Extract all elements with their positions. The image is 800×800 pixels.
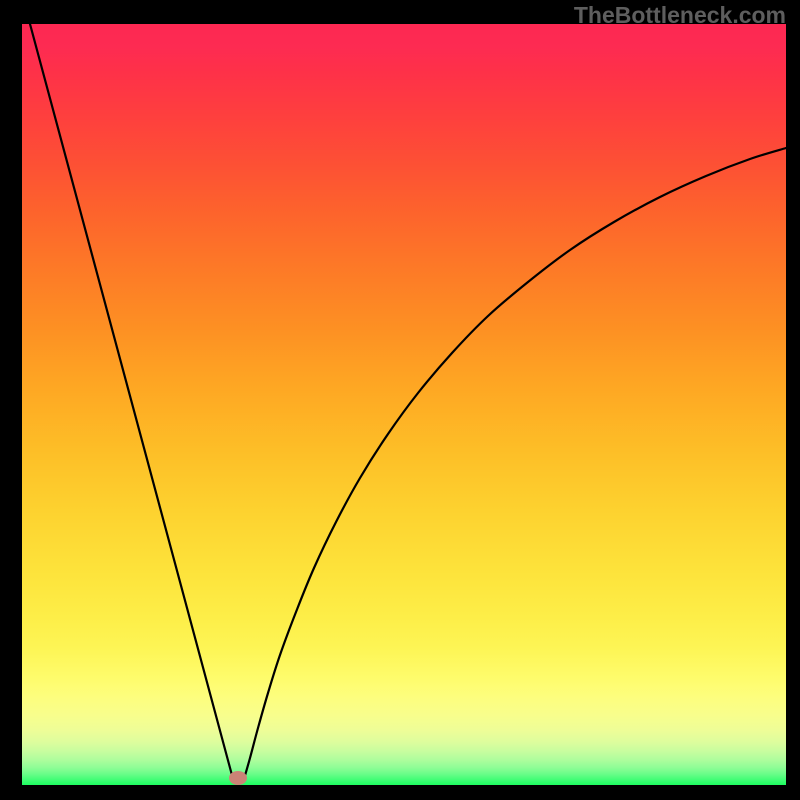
watermark-text: TheBottleneck.com xyxy=(574,2,786,29)
optimum-marker xyxy=(229,771,247,785)
chart-stage: TheBottleneck.com xyxy=(0,0,800,800)
bottleneck-curve xyxy=(0,0,800,800)
